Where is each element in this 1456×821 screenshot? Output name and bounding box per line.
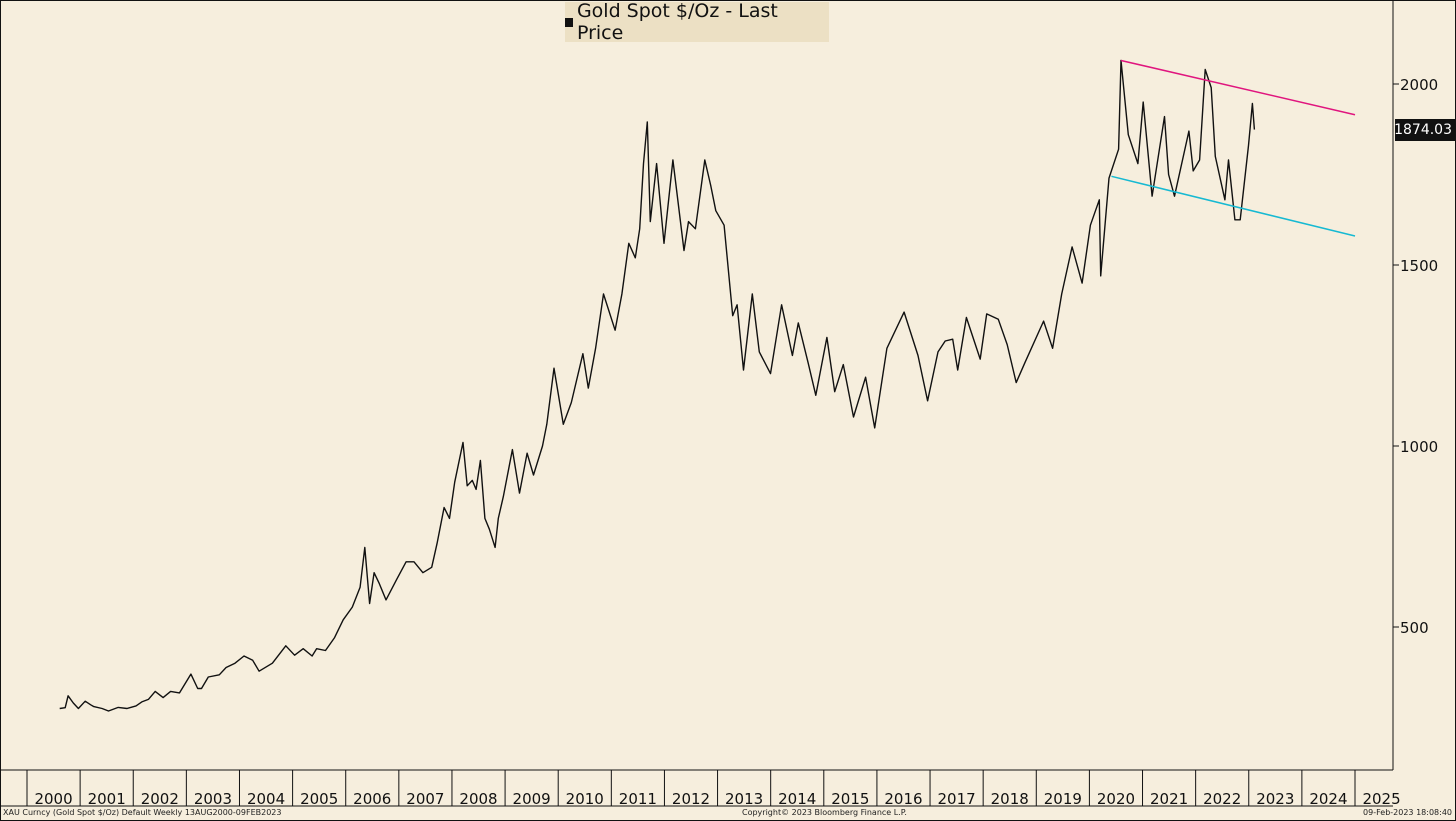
x-tick-label-2008: 2008 bbox=[459, 790, 497, 808]
y-tick-label-1000: 1000 bbox=[1400, 438, 1438, 456]
x-tick-label-2005: 2005 bbox=[300, 790, 338, 808]
legend-label: Gold Spot $/Oz - Last Price bbox=[576, 0, 778, 44]
x-tick-label-2001: 2001 bbox=[88, 790, 126, 808]
x-tick-label-2013: 2013 bbox=[725, 790, 763, 808]
y-tick-label-500: 500 bbox=[1400, 619, 1429, 637]
x-tick-label-2022: 2022 bbox=[1203, 790, 1241, 808]
x-tick-label-2010: 2010 bbox=[566, 790, 604, 808]
last-price-tag: 1874.03 bbox=[1394, 119, 1455, 141]
x-tick-label-2003: 2003 bbox=[194, 790, 232, 808]
x-tick-label-2018: 2018 bbox=[991, 790, 1029, 808]
x-tick-label-2019: 2019 bbox=[1044, 790, 1082, 808]
x-tick-label-2004: 2004 bbox=[247, 790, 285, 808]
footer-copyright: Copyright© 2023 Bloomberg Finance L.P. bbox=[742, 808, 907, 817]
x-tick-label-2006: 2006 bbox=[353, 790, 391, 808]
legend: Gold Spot $/Oz - Last Price bbox=[565, 0, 829, 44]
x-tick-label-2000: 2000 bbox=[34, 790, 72, 808]
x-tick-label-2002: 2002 bbox=[141, 790, 179, 808]
x-tick-label-2007: 2007 bbox=[406, 790, 444, 808]
x-tick-label-2015: 2015 bbox=[831, 790, 869, 808]
legend-swatch bbox=[565, 17, 573, 27]
y-tick-label-2000: 2000 bbox=[1400, 76, 1438, 94]
x-tick-label-2016: 2016 bbox=[884, 790, 922, 808]
x-tick-label-2023: 2023 bbox=[1256, 790, 1294, 808]
x-tick-label-2021: 2021 bbox=[1150, 790, 1188, 808]
series-layer bbox=[59, 59, 1256, 712]
x-tick-label-2017: 2017 bbox=[938, 790, 976, 808]
x-axis: 2000 2001 2002 2003 2004 2005 2006 2007 2008 2009… bbox=[26, 770, 1401, 808]
x-tick-label-2012: 2012 bbox=[672, 790, 710, 808]
series-line-0 bbox=[59, 59, 1256, 712]
y-tick-label-1500: 1500 bbox=[1400, 257, 1438, 275]
upper-trendline bbox=[1120, 59, 1356, 116]
y-axis: 500 1000 1500 2000 bbox=[1393, 76, 1438, 637]
footer-timestamp: 09-Feb-2023 18:08:40 bbox=[1363, 808, 1452, 817]
x-tick-label-2024: 2024 bbox=[1309, 790, 1347, 808]
footer-ticker-info: XAU Curncy (Gold Spot $/Oz) Default Week… bbox=[3, 808, 282, 817]
x-tick-label-2025: 2025 bbox=[1362, 790, 1400, 808]
lower-trendline bbox=[1111, 175, 1356, 237]
x-tick-label-2014: 2014 bbox=[778, 790, 816, 808]
x-tick-label-2020: 2020 bbox=[1097, 790, 1135, 808]
x-tick-label-2011: 2011 bbox=[619, 790, 657, 808]
trendlines bbox=[1111, 59, 1356, 237]
x-tick-label-2009: 2009 bbox=[513, 790, 551, 808]
